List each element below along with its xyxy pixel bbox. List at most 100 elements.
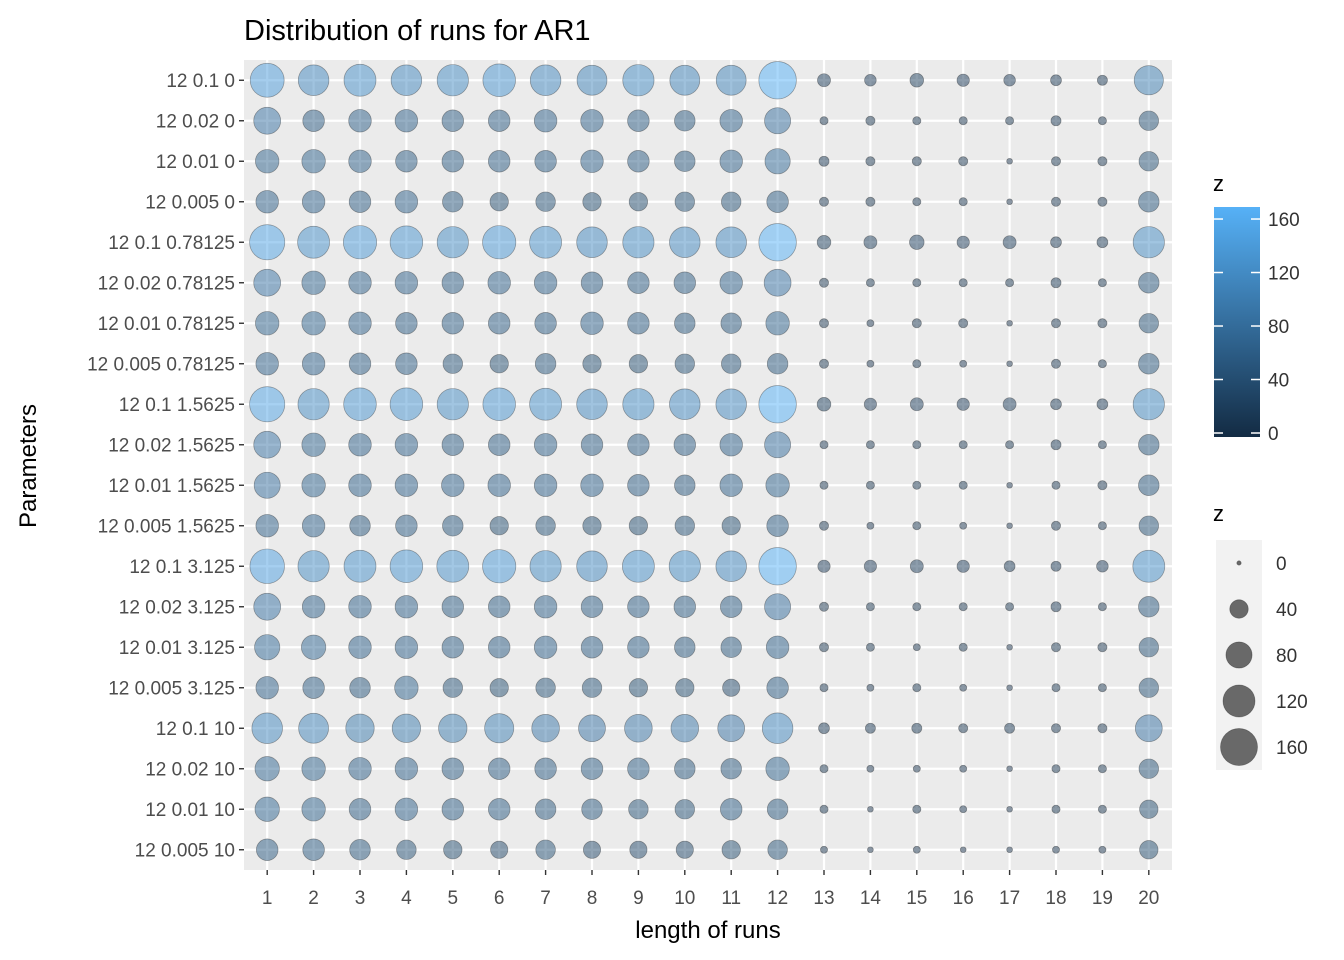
data-point xyxy=(863,397,877,411)
data-point xyxy=(866,683,875,692)
data-point xyxy=(535,191,556,212)
x-tick-label: 11 xyxy=(721,888,741,909)
data-point xyxy=(669,226,701,258)
data-point xyxy=(911,318,922,329)
data-point xyxy=(581,798,603,820)
data-point xyxy=(488,433,511,456)
data-point xyxy=(1006,522,1013,530)
data-point xyxy=(715,226,747,258)
data-point xyxy=(959,521,968,530)
y-tick-label: 12 0.01 0.78125 xyxy=(98,314,235,335)
data-point xyxy=(627,636,650,659)
data-point xyxy=(256,838,279,861)
data-point xyxy=(1097,602,1107,612)
data-point xyxy=(302,109,325,132)
data-point xyxy=(582,354,602,374)
data-point xyxy=(348,757,372,781)
data-point xyxy=(301,797,326,822)
data-point xyxy=(488,595,511,618)
plot-panel xyxy=(244,60,1172,870)
data-point xyxy=(394,433,419,457)
data-point xyxy=(348,635,372,659)
data-point xyxy=(959,846,967,854)
data-point xyxy=(581,677,603,698)
data-point xyxy=(580,473,604,497)
data-point xyxy=(958,440,968,450)
y-tick-label: 12 0.02 3.125 xyxy=(119,597,235,618)
data-point xyxy=(488,150,511,173)
y-tick-label: 12 0.02 0 xyxy=(156,111,235,132)
x-tick-label: 18 xyxy=(1045,888,1066,909)
data-point xyxy=(301,595,326,619)
data-point xyxy=(487,271,511,295)
data-point xyxy=(1050,115,1062,127)
data-point xyxy=(959,359,968,368)
data-point xyxy=(533,635,558,659)
data-point xyxy=(1051,804,1061,814)
data-point xyxy=(1138,515,1159,536)
data-point xyxy=(819,804,829,814)
data-point xyxy=(529,387,562,421)
data-point xyxy=(301,190,326,214)
data-point xyxy=(865,440,875,450)
data-point xyxy=(912,804,922,814)
data-point xyxy=(395,514,418,537)
data-point xyxy=(912,643,921,652)
data-point xyxy=(674,799,695,820)
data-point xyxy=(629,840,648,859)
data-point xyxy=(487,473,511,497)
data-point xyxy=(1002,235,1017,250)
data-point xyxy=(675,840,694,859)
data-point xyxy=(302,676,325,699)
data-point xyxy=(628,516,649,536)
data-point xyxy=(721,353,742,374)
data-point xyxy=(673,433,696,456)
data-point xyxy=(534,150,557,173)
y-tick-label: 12 0.01 1.5625 xyxy=(108,476,235,497)
data-point xyxy=(533,433,558,457)
data-point xyxy=(1051,764,1061,774)
data-point xyxy=(675,678,695,698)
x-tick-label: 15 xyxy=(906,888,927,909)
data-point xyxy=(865,278,875,288)
size-legend-point xyxy=(1225,641,1253,669)
data-point xyxy=(253,430,282,459)
data-point xyxy=(255,149,280,174)
x-tick-label: 5 xyxy=(448,888,459,909)
data-point xyxy=(345,713,375,743)
data-point xyxy=(1097,480,1108,491)
data-point xyxy=(719,433,743,457)
data-point xyxy=(441,109,464,132)
data-point xyxy=(343,387,377,421)
data-point xyxy=(251,712,283,744)
data-point xyxy=(529,550,562,583)
data-point xyxy=(534,353,557,375)
data-point xyxy=(342,225,378,260)
data-point xyxy=(582,840,602,859)
data-point xyxy=(301,311,326,336)
data-point xyxy=(1050,398,1062,411)
data-point xyxy=(348,798,372,821)
data-point xyxy=(627,433,650,456)
data-point xyxy=(720,595,743,618)
data-point xyxy=(819,520,829,531)
data-point xyxy=(394,675,419,700)
data-point xyxy=(958,642,968,652)
data-point xyxy=(715,388,747,420)
data-point xyxy=(255,676,279,700)
data-point xyxy=(674,758,696,780)
data-point xyxy=(622,549,655,583)
data-point xyxy=(669,388,701,420)
data-point xyxy=(489,516,509,536)
data-point xyxy=(1097,804,1107,814)
data-point xyxy=(441,473,465,497)
data-point xyxy=(766,514,789,537)
data-point xyxy=(394,595,419,619)
data-point xyxy=(867,805,874,813)
size-legend-point xyxy=(1236,560,1242,566)
data-point xyxy=(911,722,923,734)
x-axis-title: length of runs xyxy=(635,917,780,944)
data-point xyxy=(816,397,832,412)
data-point xyxy=(1097,764,1107,774)
y-tick-label: 12 0.01 10 xyxy=(145,800,235,821)
